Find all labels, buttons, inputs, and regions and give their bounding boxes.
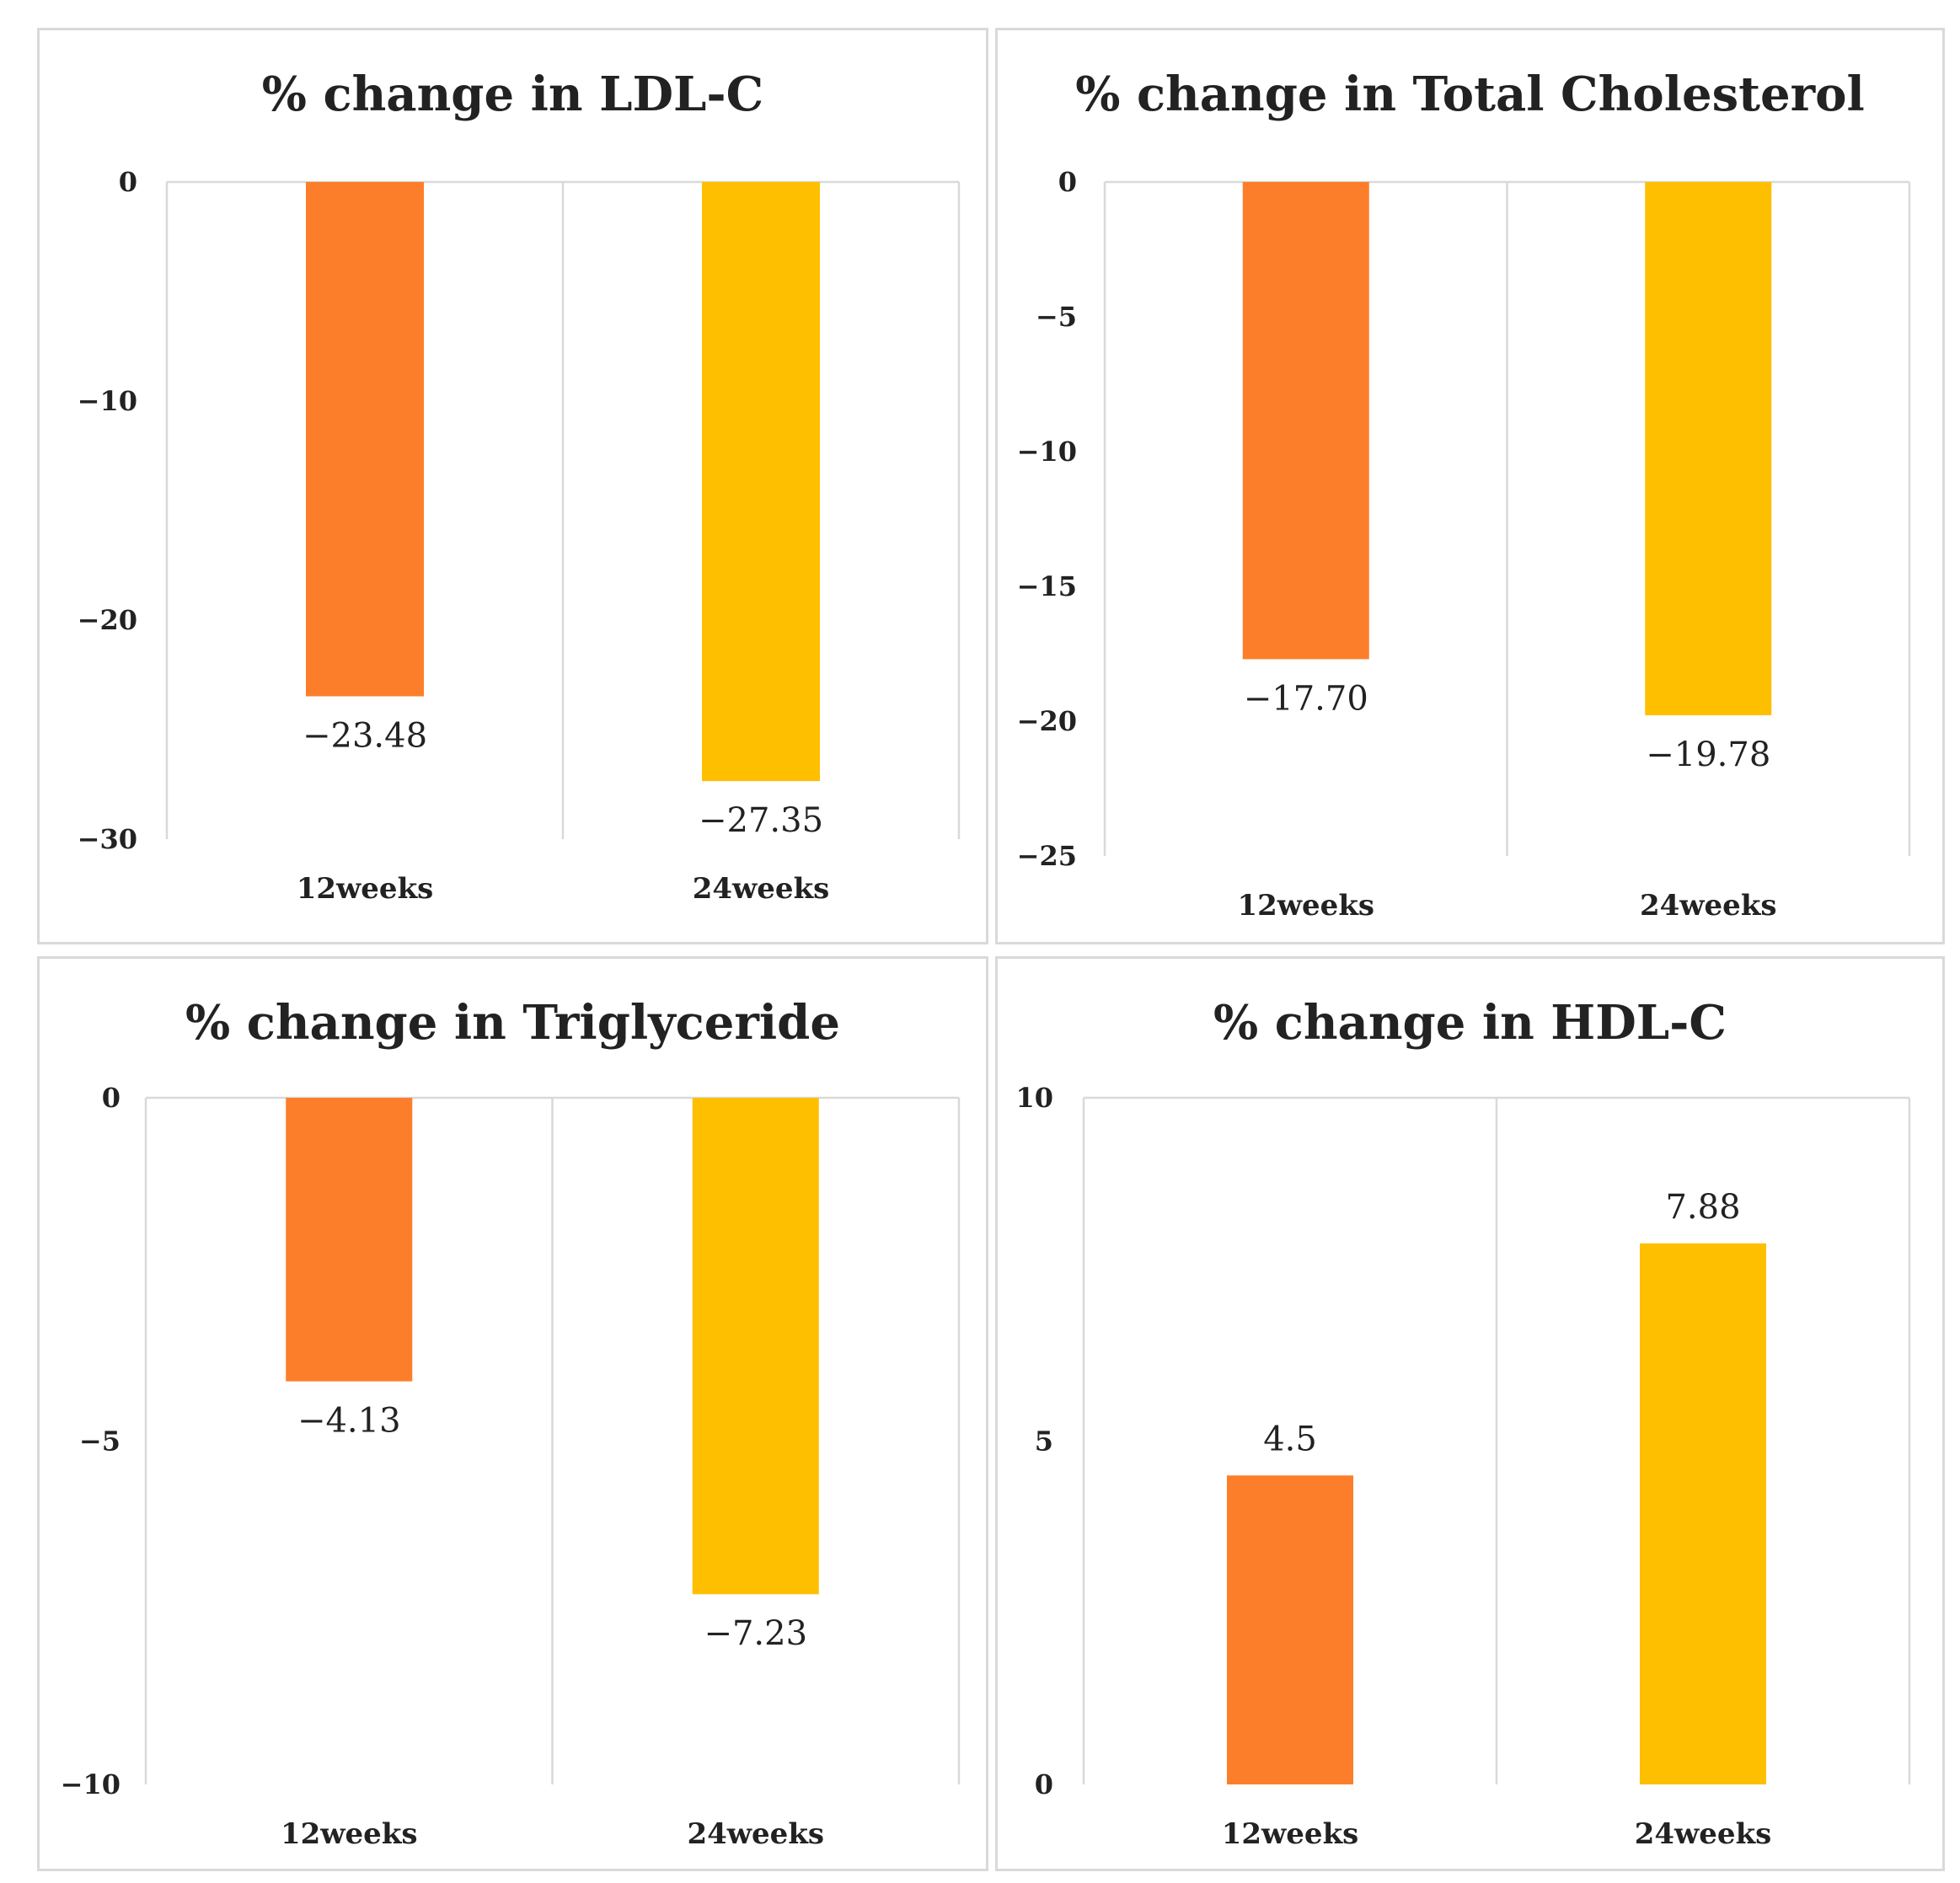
bar-12weeks [1242,182,1369,660]
y-tick-label: 0 [1058,166,1077,198]
bar-12weeks [286,1098,413,1382]
chart-hdl-c: % change in HDL-C 10 5 0 4.5 12weeks 7.88 24wee… [1015,995,1911,1851]
chart-title: % change in LDL-C [262,67,763,122]
bar-24weeks [1640,1243,1766,1784]
y-tick-label: −15 [1017,570,1077,602]
chart-triglyceride: % change in Triglyceride 0 −5 −10 −4.13 12wee… [61,995,961,1851]
y-tick-label: 5 [1035,1426,1053,1458]
chart-panel-hdl-c: % change in HDL-C 10 5 0 4.5 12weeks 7.88 24wee… [995,956,1945,1871]
x-category-label: 24weeks [1640,889,1777,923]
data-label: −17.70 [1244,679,1368,718]
chart-panel-triglyceride: % change in Triglyceride 0 −5 −10 −4.13 12wee… [37,956,988,1871]
bar-12weeks [1227,1475,1353,1784]
data-label: −19.78 [1646,736,1770,774]
chart-title: % change in Triglyceride [185,995,840,1051]
y-tick-label: −5 [1036,301,1077,333]
y-tick-label: 0 [102,1082,120,1114]
y-tick-label: −30 [78,823,137,855]
y-tick-label: −20 [78,604,137,636]
y-tick-label: −10 [61,1768,120,1800]
chart-ldl-c: % change in LDL-C 0 −10 −20 −30 −23.48 12weeks… [78,67,961,906]
data-label: −27.35 [699,801,823,840]
chart-title: % change in HDL-C [1213,995,1727,1051]
chart-panel-ldl-c: % change in LDL-C 0 −10 −20 −30 −23.48 12weeks… [37,28,988,944]
x-category-label: 24weeks [687,1817,824,1851]
y-tick-label: 0 [119,166,137,198]
x-category-label: 12weeks [281,1817,418,1851]
chart-total-cholesterol: % change in Total Cholesterol 0 −5 −10 −15 −2… [1017,67,1911,923]
data-label: 4.5 [1263,1420,1317,1458]
y-tick-label: −20 [1017,705,1077,737]
bar-24weeks [702,182,820,782]
y-tick-label: 10 [1015,1082,1053,1114]
data-label: −4.13 [297,1402,401,1441]
data-label: −7.23 [704,1614,807,1653]
x-category-label: 12weeks [1222,1817,1359,1851]
x-category-label: 24weeks [693,872,830,906]
data-label: 7.88 [1665,1188,1740,1227]
y-tick-label: 0 [1035,1768,1053,1800]
data-label: −23.48 [303,716,427,755]
y-tick-label: −10 [78,385,137,417]
bar-12weeks [306,182,424,697]
x-category-label: 12weeks [1237,889,1374,923]
y-tick-label: −10 [1017,436,1077,468]
chart-panel-total-cholesterol: % change in Total Cholesterol 0 −5 −10 −15 −2… [995,28,1945,944]
x-category-label: 12weeks [297,872,434,906]
x-category-label: 24weeks [1635,1817,1772,1851]
y-tick-label: −25 [1017,840,1077,872]
bar-24weeks [692,1098,819,1595]
y-tick-label: −5 [79,1426,120,1458]
bar-24weeks [1645,182,1772,715]
chart-title: % change in Total Cholesterol [1075,67,1865,122]
